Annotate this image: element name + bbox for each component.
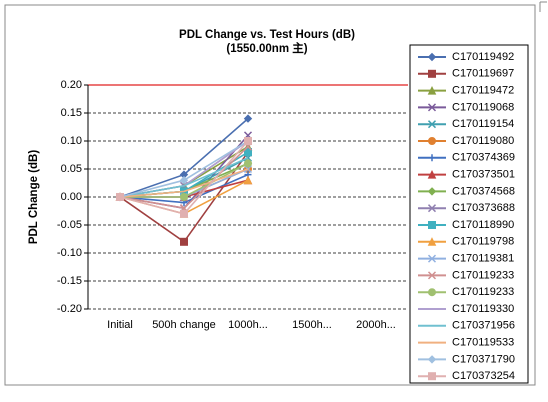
y-tick-label: -0.05 — [57, 219, 82, 231]
marker — [427, 85, 437, 95]
marker — [428, 154, 436, 162]
legend-label: C170371956 — [452, 320, 515, 332]
marker — [427, 169, 437, 179]
legend-label: C170373254 — [452, 370, 515, 382]
y-tick-label: 0.10 — [61, 135, 82, 147]
y-tick-label: 0.15 — [61, 107, 82, 119]
legend-label: C170119381 — [452, 253, 514, 265]
legend-label: C170119154 — [452, 118, 514, 130]
marker — [427, 187, 437, 196]
series-line — [119, 168, 249, 198]
marker — [244, 137, 252, 145]
legend-label: C170371790 — [452, 353, 515, 365]
marker — [427, 204, 437, 213]
marker — [243, 114, 253, 123]
legend-label: C170119697 — [452, 68, 514, 80]
marker — [427, 271, 437, 280]
marker — [244, 159, 252, 168]
legend-label: C170374568 — [452, 185, 515, 197]
marker — [427, 254, 437, 263]
y-tick-label: 0.00 — [61, 191, 82, 203]
legend-label: C170119533 — [452, 337, 514, 349]
marker — [427, 355, 437, 364]
y-tick-label: -0.10 — [57, 247, 82, 259]
marker — [180, 209, 188, 218]
marker — [428, 69, 436, 78]
x-tick-label: 1000h... — [228, 319, 268, 331]
marker — [427, 103, 437, 112]
legend-label: C170118990 — [452, 219, 514, 231]
marker — [428, 221, 436, 229]
y-axis-label: PDL Change (dB) — [28, 150, 40, 245]
chart-title: PDL Change vs. Test Hours (dB) — [179, 29, 355, 41]
y-tick-label: 0.20 — [61, 79, 82, 91]
x-tick-label: 500h change — [152, 319, 216, 331]
marker — [428, 372, 436, 381]
y-tick-label: -0.15 — [57, 275, 82, 287]
legend-label: C170374369 — [452, 152, 515, 164]
marker — [427, 52, 437, 62]
x-tick-label: 2000h... — [356, 319, 396, 331]
marker — [427, 120, 437, 129]
legend-label: C170119068 — [452, 101, 514, 113]
marker — [428, 288, 436, 297]
marker — [244, 148, 252, 157]
chart-subtitle: (1550.00nm 主) — [226, 41, 307, 55]
legend-label: C170119330 — [452, 303, 514, 315]
legend-label: C170119798 — [452, 236, 514, 248]
legend-label: C170119080 — [452, 135, 514, 147]
legend-label: C170373501 — [452, 169, 515, 181]
marker — [179, 175, 189, 185]
marker — [180, 237, 188, 246]
legend-label: C170119472 — [452, 85, 514, 97]
x-tick-label: 1500h... — [292, 319, 332, 331]
legend-label: C170373688 — [452, 202, 515, 214]
legend-label: C170119233 — [452, 269, 514, 281]
y-tick-label: -0.20 — [57, 303, 82, 315]
marker — [180, 193, 188, 201]
marker — [427, 237, 437, 246]
series-line — [119, 157, 249, 198]
corner-mark — [539, 1, 547, 12]
marker — [428, 137, 436, 145]
marker — [243, 175, 253, 185]
x-tick-label: Initial — [107, 319, 133, 331]
marker — [116, 193, 124, 201]
legend-label: C170119492 — [452, 51, 514, 63]
y-tick-label: 0.05 — [61, 163, 82, 175]
legend-label: C170119233 — [452, 286, 514, 298]
